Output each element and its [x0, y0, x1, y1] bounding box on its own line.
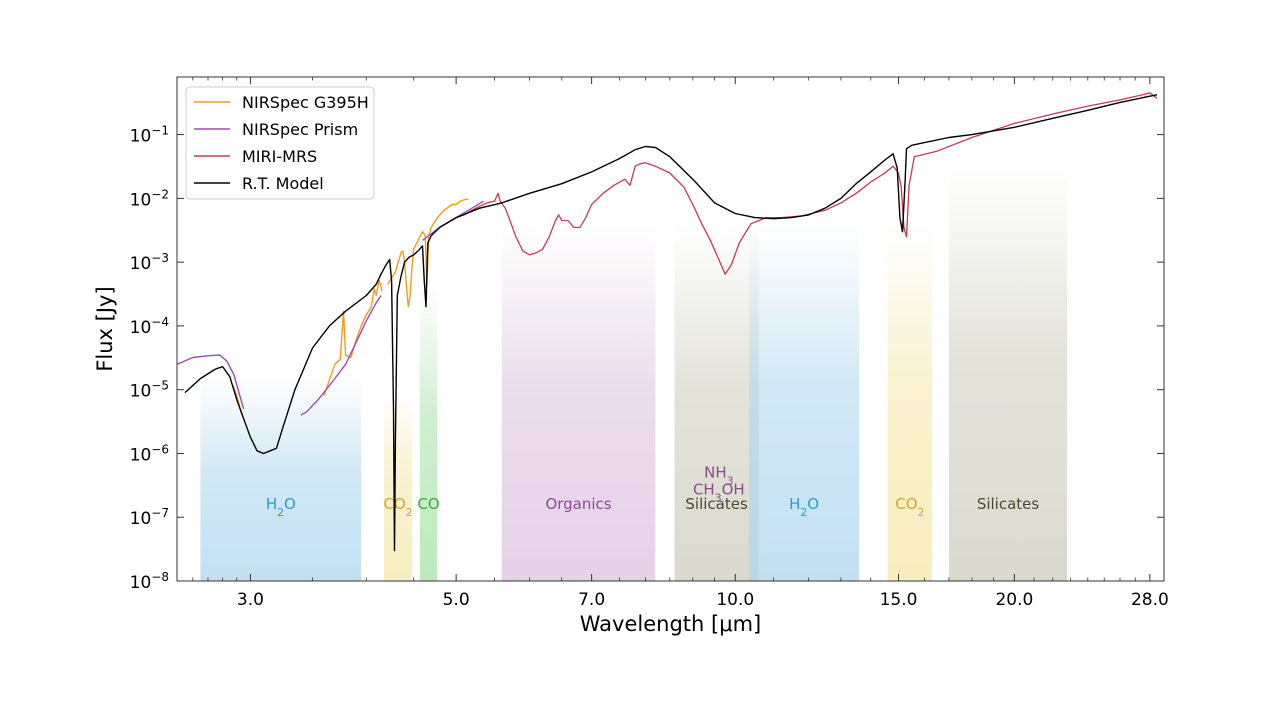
band-region: [887, 223, 932, 581]
legend-label: NIRSpec Prism: [242, 120, 358, 139]
legend-label: R.T. Model: [242, 174, 324, 193]
legend: NIRSpec G395H NIRSpec Prism MIRI-MRS R.T. M…: [185, 86, 375, 200]
band-label: CO2: [895, 495, 924, 518]
plot-frame: [176, 76, 1165, 582]
band-label: H2O: [266, 495, 296, 518]
band-label: H2O: [789, 495, 819, 518]
band-region: [749, 223, 860, 581]
x-axis-title: Wavelength [μm]: [580, 612, 761, 636]
series-miri-mrs: [451, 92, 1158, 275]
y-tick-label: 10−3: [130, 251, 169, 274]
band-label: Organics: [545, 495, 611, 513]
y-tick-label: 10−2: [130, 187, 169, 210]
band-region: [948, 167, 1068, 581]
y-tick-label: 10−5: [130, 379, 169, 402]
y-axis-title: Flux [Jy]: [93, 286, 117, 371]
legend-label: NIRSpec G395H: [242, 93, 369, 112]
molecule-label: CH3OH: [693, 481, 745, 505]
x-tick-label: 15.0: [880, 590, 918, 610]
x-tick-label: 10.0: [716, 590, 754, 610]
y-tick-label: 10−1: [130, 124, 169, 147]
y-tick-label: 10−4: [130, 315, 169, 338]
x-tick-label: 20.0: [995, 590, 1033, 610]
data-series: [177, 92, 1158, 552]
y-tick-label: 10−7: [130, 506, 169, 529]
x-tick-labels: 3.0 5.0 7.0 10.0 15.0 20.0 28.0: [237, 590, 1169, 610]
band-label: Silicates: [977, 495, 1040, 513]
axis-ticks: [177, 77, 1164, 582]
band-region: [419, 287, 438, 581]
band-label: Silicates: [685, 495, 748, 513]
band-label: CO: [417, 495, 439, 513]
band-region: [674, 223, 759, 581]
legend-label: MIRI-MRS: [242, 147, 317, 166]
molecule-label: NH3: [704, 464, 733, 488]
y-tick-labels: 10−8 10−7 10−6 10−5 10−4 10−3 10−2 10−1: [130, 124, 169, 593]
x-tick-label: 3.0: [237, 590, 264, 610]
x-tick-label: 7.0: [578, 590, 605, 610]
series-r-t-model: [184, 94, 1158, 552]
x-tick-label: 5.0: [443, 590, 470, 610]
band-region: [200, 378, 362, 581]
absorption-bands: H2O CO2 CO Organics Silicates H2O CO2 Silicates…: [200, 167, 1068, 581]
band-region: [501, 223, 656, 581]
y-tick-label: 10−8: [130, 570, 169, 593]
band-region: [383, 389, 412, 581]
legend-box: [185, 86, 375, 200]
y-tick-label: 10−6: [130, 442, 169, 465]
x-tick-label: 28.0: [1131, 590, 1169, 610]
